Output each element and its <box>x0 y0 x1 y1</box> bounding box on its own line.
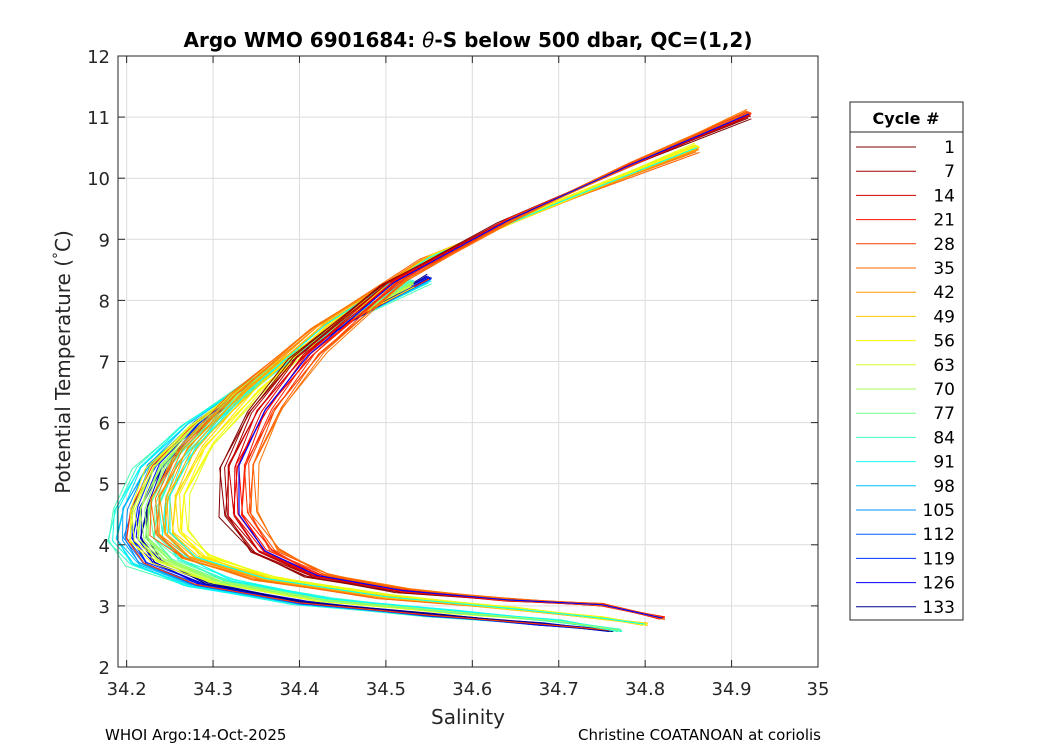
legend-entry-label: 42 <box>933 283 955 303</box>
grid-lines <box>118 55 819 668</box>
x-tick-label: 34.8 <box>625 679 665 700</box>
x-tick-label: 34.5 <box>366 679 406 700</box>
y-tick-label: 2 <box>99 658 110 679</box>
legend-entry-label: 84 <box>933 428 955 448</box>
x-tick-label: 34.2 <box>107 679 147 700</box>
x-tick-label: 34.6 <box>452 679 492 700</box>
legend-entry-label: 7 <box>944 162 955 182</box>
chart-title-part-1: Argo WMO 6901684: <box>184 28 423 52</box>
x-tick-label: 34.3 <box>193 679 233 700</box>
legend-title: Cycle # <box>873 109 940 128</box>
y-tick-label: 10 <box>87 169 110 190</box>
x-axis-label: Salinity <box>431 705 505 729</box>
legend-entry-label: 98 <box>933 477 955 497</box>
legend-entry-label: 1 <box>944 138 955 158</box>
y-tick-label: 11 <box>87 108 110 129</box>
chart-title: Argo WMO 6901684: θ-S below 500 dbar, QC… <box>184 28 753 52</box>
legend-box <box>849 101 964 621</box>
y-tick-label: 6 <box>99 414 110 435</box>
legend: Cycle # 17142128354249566370778491981051… <box>849 101 964 621</box>
legend-entry-label: 21 <box>933 211 955 231</box>
footer-credit-date: WHOI Argo:14-Oct-2025 <box>105 726 287 744</box>
legend-entry-label: 35 <box>933 259 955 279</box>
legend-entry-label: 56 <box>933 332 955 352</box>
axis-ticks: 34.2 34.3 34.4 34.5 34.6 34.7 34.8 34.9 35 2 3 4 5 6 7… <box>87 47 829 700</box>
y-tick-label: 3 <box>99 597 110 618</box>
legend-entry-label: 133 <box>923 598 955 618</box>
legend-entry-label: 112 <box>923 525 955 545</box>
legend-entry-label: 119 <box>923 549 955 569</box>
x-tick-label: 35 <box>807 679 830 700</box>
y-axis-label-degree: ° <box>51 252 67 259</box>
data-series <box>107 108 752 633</box>
y-tick-label: 12 <box>87 47 110 68</box>
legend-entries: 1 7 14 21 28 35 42 49 56 63 70 77 84 91 98 105 112 119 126… <box>856 138 955 618</box>
y-axis-label-part-1: Potential Temperature ( <box>51 259 75 494</box>
footer-credit-author: Christine COATANOAN at coriolis <box>578 726 821 744</box>
x-tick-label: 34.4 <box>279 679 319 700</box>
series-line <box>238 113 750 619</box>
y-tick-label: 7 <box>99 353 110 374</box>
y-tick-label: 4 <box>99 536 110 557</box>
y-tick-label: 5 <box>99 475 110 496</box>
y-axis-label: Potential Temperature (°C) <box>51 230 75 494</box>
y-axis-label-part-2: C) <box>51 230 75 252</box>
y-tick-label: 9 <box>99 230 110 251</box>
y-tick-label: 8 <box>99 291 110 312</box>
legend-entry-label: 77 <box>933 404 955 424</box>
x-tick-label: 34.9 <box>712 679 752 700</box>
legend-entry-label: 70 <box>933 380 955 400</box>
chart-title-part-2: -S below 500 dbar, QC=(1,2) <box>434 28 752 52</box>
legend-entry-label: 91 <box>933 453 955 473</box>
series-bundle <box>218 108 752 620</box>
legend-entry-label: 49 <box>933 307 955 327</box>
profile-line <box>257 108 748 618</box>
legend-entry-label: 105 <box>923 501 955 521</box>
x-tick-label: 34.7 <box>539 679 579 700</box>
legend-entry-label: 14 <box>933 186 955 206</box>
legend-entry-label: 63 <box>933 356 955 376</box>
legend-entry-label: 28 <box>933 235 955 255</box>
profile-line <box>252 110 748 620</box>
legend-entry-label: 126 <box>923 574 955 594</box>
chart-title-theta: θ <box>422 28 434 52</box>
